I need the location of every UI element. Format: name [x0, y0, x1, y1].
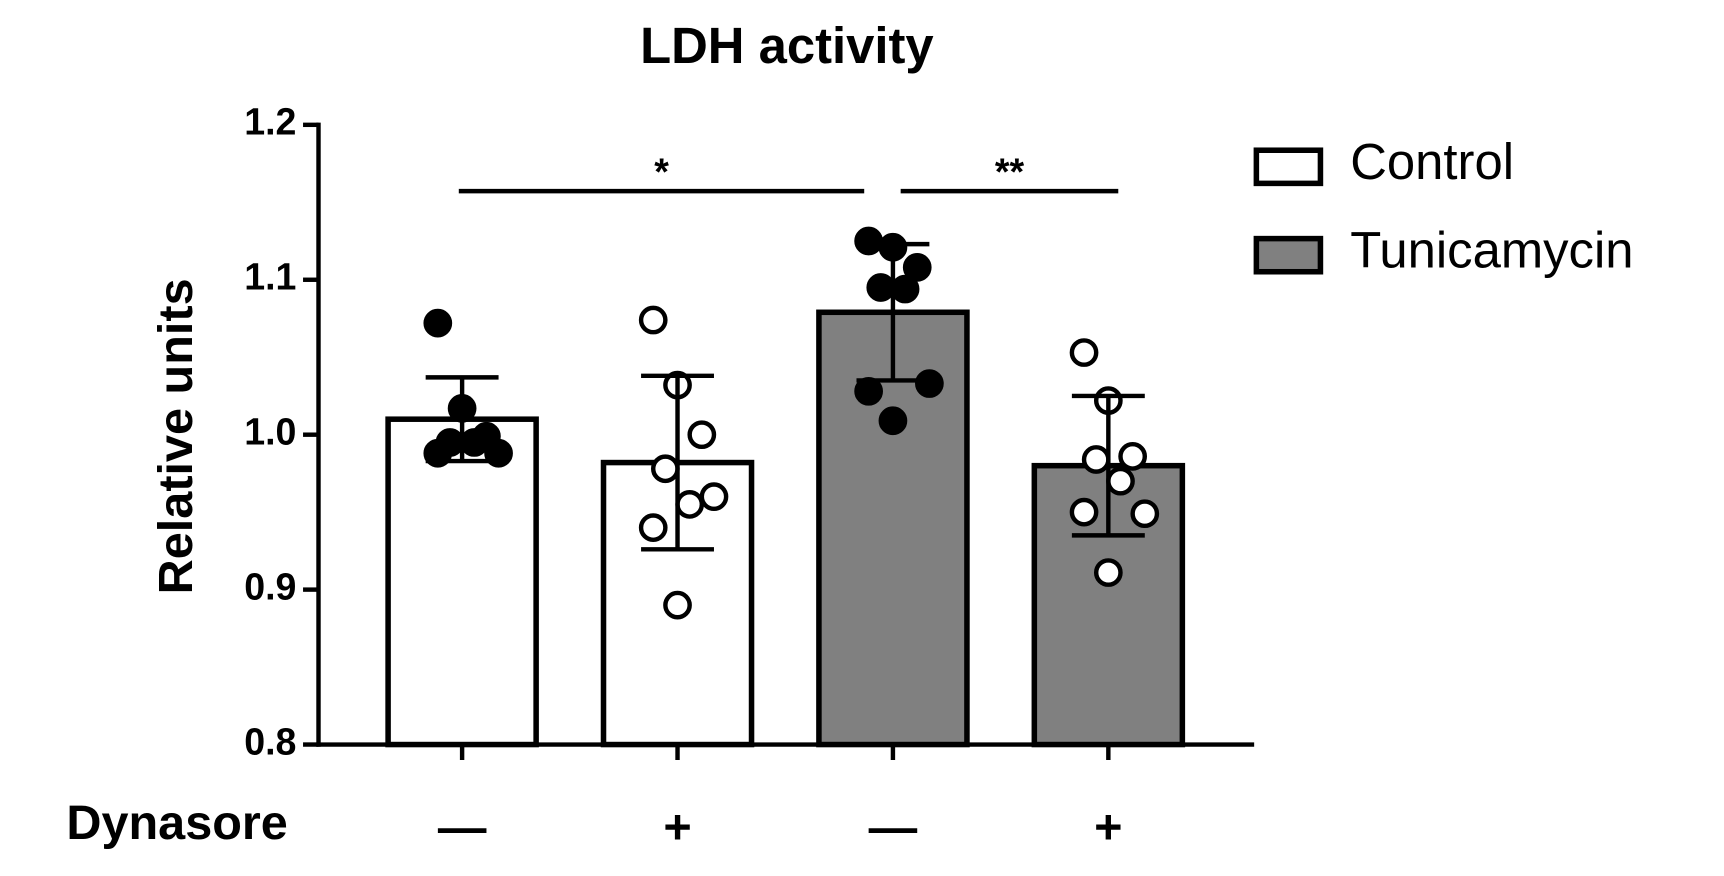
- data-point: [1069, 497, 1099, 527]
- x-tick-label: —: [438, 801, 487, 855]
- data-point: [459, 428, 489, 457]
- data-point: [1106, 466, 1135, 496]
- data-point: [890, 274, 920, 304]
- data-point: [675, 490, 705, 519]
- data-point: [699, 482, 729, 512]
- data-point: [1118, 442, 1148, 471]
- significance-label: **: [995, 150, 1025, 192]
- x-tick-label: +: [663, 801, 691, 855]
- x-tick-label: +: [1094, 801, 1122, 855]
- significance-label: *: [654, 150, 669, 192]
- y-tick-label: 1.0: [244, 411, 296, 453]
- y-axis-label: Relative units: [149, 278, 203, 594]
- data-point: [866, 273, 896, 302]
- x-axis-label: Dynasore: [66, 796, 287, 850]
- y-tick-label: 1.2: [244, 101, 296, 143]
- x-tick-label: —: [869, 801, 918, 855]
- data-point: [1069, 338, 1099, 367]
- data-point: [1130, 499, 1160, 529]
- data-point: [878, 406, 908, 436]
- data-point: [854, 226, 883, 256]
- legend-label: Control: [1350, 133, 1514, 190]
- data-point: [687, 420, 717, 450]
- y-tick-label: 0.9: [244, 566, 296, 608]
- legend-swatch: [1253, 147, 1324, 187]
- data-point: [902, 253, 932, 282]
- data-point: [1093, 558, 1123, 587]
- legend-label: Tunicamycin: [1350, 221, 1633, 278]
- data-point: [1081, 445, 1111, 474]
- legend-swatch: [1253, 235, 1324, 275]
- y-tick-label: 0.8: [244, 720, 296, 762]
- data-point: [854, 376, 883, 406]
- bar: [385, 416, 539, 748]
- data-point: [423, 308, 453, 338]
- data-point: [638, 513, 668, 543]
- data-point: [651, 454, 680, 484]
- data-point: [915, 369, 944, 398]
- data-point: [663, 590, 692, 620]
- data-point: [638, 305, 668, 335]
- y-tick-label: 1.1: [244, 256, 296, 298]
- chart-title: LDH activity: [640, 17, 934, 74]
